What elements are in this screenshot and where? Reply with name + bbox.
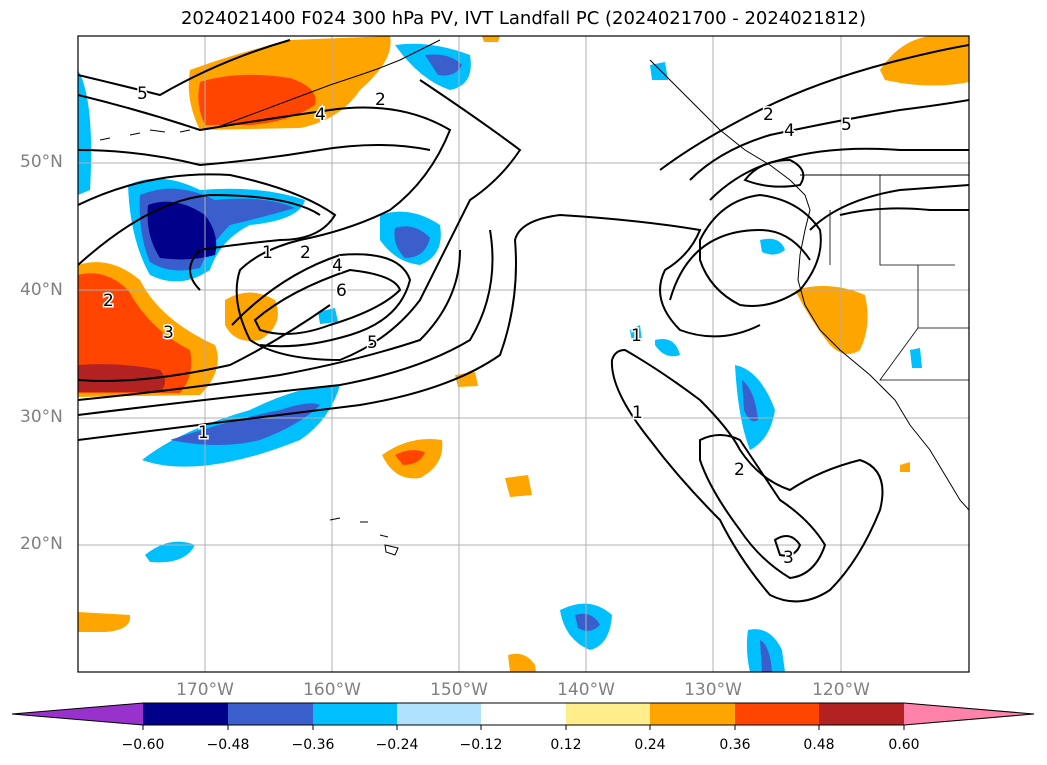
contour-label-6-low: 6 (336, 281, 347, 301)
lon-label-130w: 130°W (684, 680, 742, 700)
contour-label-4-low: 4 (332, 256, 343, 276)
aleutian-islands (100, 130, 190, 140)
colorbar-tick-pos048: 0.48 (803, 737, 834, 753)
lon-label-160w: 160°W (303, 680, 361, 700)
colorbar-extend-high (904, 703, 1034, 725)
lon-label-120w: 120°W (812, 680, 870, 700)
contour-label-2-trough: 2 (734, 460, 745, 480)
contour-label-2-low: 2 (300, 243, 311, 263)
positive-pv-regions (78, 36, 969, 672)
shading-layer (78, 36, 969, 672)
colorbar-bin-0 (143, 703, 228, 725)
colorbar-tick-neg024: −0.24 (376, 737, 419, 753)
colorbar-tick-neg036: −0.36 (292, 737, 335, 753)
lon-label-150w: 150°W (430, 680, 488, 700)
colorbar-bin-7 (735, 703, 819, 725)
lat-label-30n: 30°N (20, 407, 63, 427)
contour-label-5-coast: 5 (841, 115, 852, 135)
lon-label-140w: 140°W (557, 680, 615, 700)
colorbar-bin-1 (228, 703, 313, 725)
neg-region-northwest (78, 70, 91, 195)
colorbar-tick-pos024: 0.24 (634, 737, 665, 753)
lon-label-170w: 170°W (176, 680, 234, 700)
contour-label-1-low: 1 (262, 243, 273, 263)
colorbar-tick-pos012: 0.12 (550, 737, 581, 753)
colorbar-bin-2 (313, 703, 397, 725)
colorbar-bin-5 (566, 703, 650, 725)
colorbar-bin-6 (650, 703, 735, 725)
contour-label-5-low: 5 (367, 333, 378, 353)
contour-label-2-alaska: 2 (375, 90, 386, 110)
colorbar-tick-pos060: 0.60 (888, 737, 919, 753)
colorbar-tick-pos036: 0.36 (719, 737, 750, 753)
us-west-coast (798, 210, 969, 510)
contour-label-3-west: 3 (163, 323, 174, 343)
contour-label-1-small: 1 (631, 326, 642, 346)
colorbar-tick-neg012: −0.12 (460, 737, 503, 753)
colorbar-bin-3 (397, 703, 481, 725)
contour-label-4-alaska: 4 (315, 105, 326, 125)
lat-label-20n: 20°N (20, 534, 63, 554)
lat-label-50n: 50°N (20, 152, 63, 172)
colorbar-tick-neg048: −0.48 (207, 737, 250, 753)
contour-label-3-trough: 3 (783, 548, 794, 568)
colorbar-bin-8 (819, 703, 904, 725)
colorbar-extend-low (12, 703, 143, 725)
contour-label-2-west: 2 (103, 291, 114, 311)
contour-label-2-coast: 2 (763, 105, 774, 125)
colorbar-tick-neg060: −0.60 (122, 737, 165, 753)
map-canvas: 5 2 4 1 2 4 6 5 2 3 1 1 2 4 5 1 2 3 (0, 0, 1047, 765)
pos-region-west-coast (795, 286, 868, 354)
colorbar-bin-4 (481, 703, 566, 725)
contour-label-1-trough: 1 (632, 403, 643, 423)
contour-label-1-jet: 1 (198, 423, 209, 443)
contour-label-5-nw: 5 (137, 84, 148, 104)
colorbar (12, 703, 1034, 730)
hawaii-islands (330, 518, 398, 555)
contour-label-4-coast: 4 (784, 121, 795, 141)
lat-label-40n: 40°N (20, 280, 63, 300)
